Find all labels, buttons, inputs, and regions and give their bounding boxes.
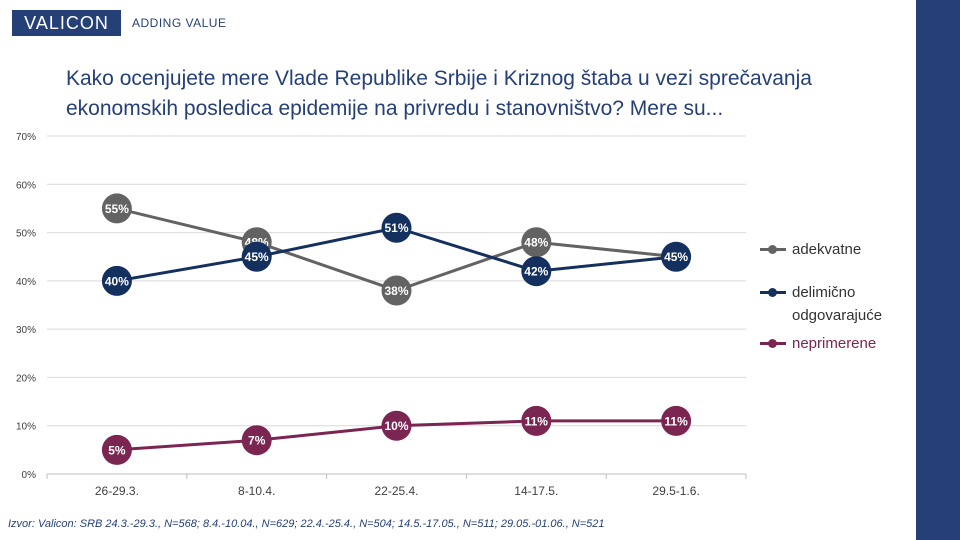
- slide-title-line-2: ekonomskih posledica epidemije na privre…: [66, 97, 724, 120]
- y-tick-label: 30%: [16, 325, 36, 336]
- legend-label-delimicno-1: delimično: [792, 284, 856, 301]
- legend-marker-adekvatne: [760, 245, 786, 254]
- legend-marker-delimicno: [760, 288, 786, 297]
- x-tick-label: 26-29.3.: [95, 484, 139, 498]
- y-tick-label: 10%: [16, 422, 36, 433]
- y-tick-label: 20%: [16, 373, 36, 384]
- data-point: [241, 241, 272, 272]
- chart-legend: adekvatne delimično odgovarajuće neprime…: [760, 238, 910, 370]
- y-tick-label: 40%: [16, 277, 36, 288]
- data-point: [661, 405, 692, 436]
- slide-title: Kako ocenjujete mere Vlade Republike Srb…: [66, 64, 866, 124]
- source-note: Izvor: Valicon: SRB 24.3.-29.3., N=568; …: [8, 518, 605, 530]
- data-label: 45%: [245, 250, 269, 264]
- data-label: 10%: [384, 419, 408, 433]
- data-label: 48%: [524, 236, 548, 250]
- y-tick-label: 0%: [22, 470, 37, 481]
- data-label: 5%: [108, 443, 126, 457]
- y-tick-label: 60%: [16, 180, 36, 191]
- brand-tagline: ADDING VALUE: [132, 16, 227, 30]
- data-point: [521, 256, 552, 287]
- data-label: 7%: [248, 434, 266, 448]
- data-label: 45%: [664, 250, 688, 264]
- data-point: [381, 410, 412, 441]
- legend-label-adekvatne: adekvatne: [792, 241, 862, 258]
- data-point: [381, 275, 412, 306]
- x-tick-label: 14-17.5.: [514, 484, 558, 498]
- x-tick-label: 22-25.4.: [374, 484, 418, 498]
- brand-sidebar: [916, 0, 960, 540]
- legend-label-delimicno-2: odgovarajuće: [792, 307, 883, 324]
- data-point: [661, 241, 692, 272]
- data-point: [101, 193, 132, 224]
- data-label: 11%: [664, 414, 688, 428]
- data-point: [521, 227, 552, 258]
- legend-item-delimicno: delimično odgovarajuće: [760, 281, 910, 327]
- x-tick-label: 29.5-1.6.: [652, 484, 699, 498]
- data-point: [101, 265, 132, 296]
- x-tick-label: 8-10.4.: [238, 484, 275, 498]
- data-point: [101, 434, 132, 465]
- data-point: [521, 405, 552, 436]
- valicon-logo: VALICON: [12, 10, 121, 36]
- y-tick-label: 70%: [16, 132, 36, 143]
- slide-title-line-1: Kako ocenjujete mere Vlade Republike Srb…: [66, 67, 812, 90]
- data-label: 42%: [524, 265, 548, 279]
- y-tick-label: 50%: [16, 229, 36, 240]
- legend-marker-neprimerene: [760, 339, 786, 348]
- data-point: [381, 212, 412, 243]
- data-label: 11%: [525, 414, 549, 428]
- legend-item-adekvatne: adekvatne: [760, 238, 910, 261]
- data-point: [241, 425, 272, 456]
- data-label: 55%: [105, 202, 129, 216]
- data-label: 51%: [384, 221, 408, 235]
- legend-item-neprimerene: neprimerene: [760, 332, 910, 355]
- data-label: 38%: [384, 284, 408, 298]
- data-label: 40%: [105, 274, 129, 288]
- legend-label-neprimerene: neprimerene: [792, 335, 877, 352]
